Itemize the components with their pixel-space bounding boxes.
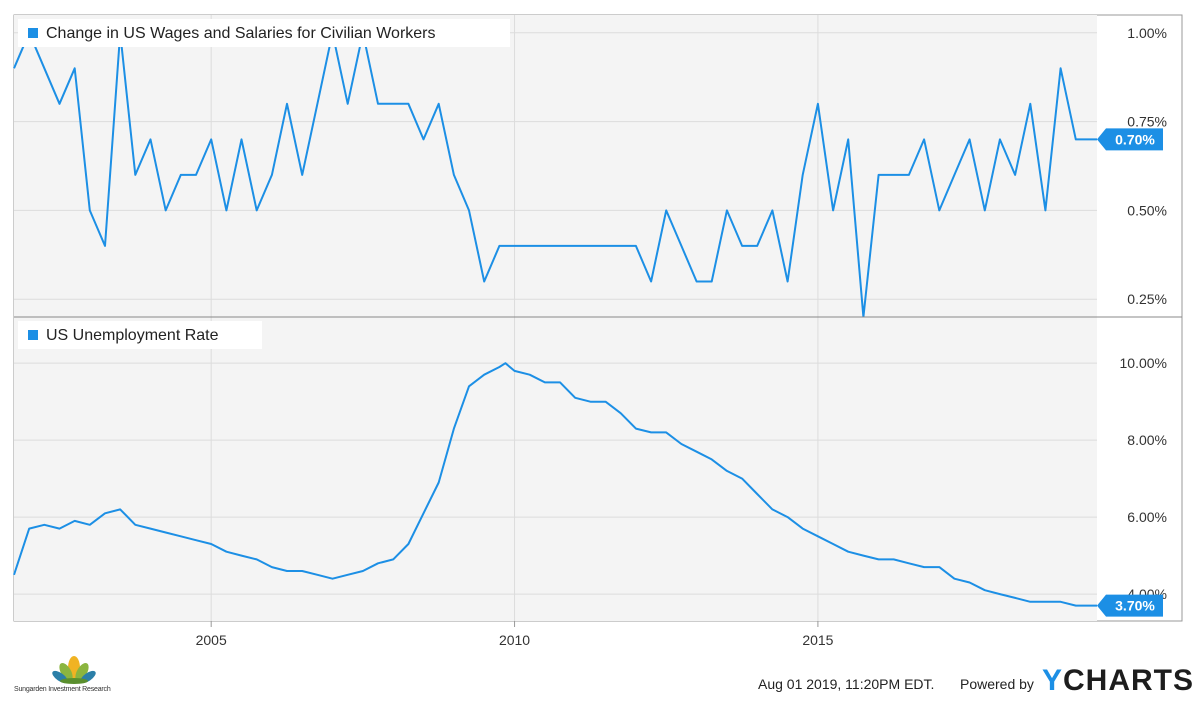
y-tick-label: 8.00% bbox=[1127, 432, 1167, 448]
logo-text: Sungarden Investment Research bbox=[14, 686, 111, 693]
badge-shape bbox=[1097, 128, 1163, 151]
y-tick-label: 10.00% bbox=[1120, 355, 1167, 371]
legend-label: Change in US Wages and Salaries for Civi… bbox=[46, 25, 436, 42]
ycharts-rest: CHARTS bbox=[1063, 664, 1195, 697]
badge-label: 0.70% bbox=[1115, 131, 1155, 147]
legend-label: US Unemployment Rate bbox=[46, 327, 219, 344]
badge-label: 3.70% bbox=[1115, 598, 1155, 614]
badge-shape bbox=[1097, 594, 1163, 617]
last-value-badge: 3.70% bbox=[1097, 594, 1163, 617]
series-line bbox=[13, 31, 1097, 318]
legend: Change in US Wages and Salaries for Civi… bbox=[18, 19, 510, 47]
ycharts-logo[interactable]: YCHARTS bbox=[1042, 664, 1194, 698]
lotus-icon bbox=[52, 656, 96, 684]
legend-box bbox=[18, 19, 510, 47]
y-tick-label: 0.50% bbox=[1127, 202, 1167, 218]
x-tick-label: 2005 bbox=[196, 632, 227, 648]
y-tick-label: 6.00% bbox=[1127, 509, 1167, 525]
wages-panel: 0.25% 0.50% 0.75% 1.00% Change in US Wages a… bbox=[13, 15, 1167, 318]
x-tick-label: 2010 bbox=[499, 632, 530, 648]
legend-swatch bbox=[28, 330, 38, 340]
sungarden-logo bbox=[12, 650, 142, 700]
x-tick-label: 2015 bbox=[802, 632, 833, 648]
last-value-badge: 0.70% bbox=[1097, 128, 1163, 151]
legend: US Unemployment Rate bbox=[18, 321, 262, 349]
y-tick-label: 0.25% bbox=[1127, 291, 1167, 307]
timestamp: Aug 01 2019, 11:20PM EDT. bbox=[758, 676, 935, 692]
legend-swatch bbox=[28, 28, 38, 38]
plot-background bbox=[14, 15, 1097, 317]
legend-box bbox=[18, 321, 262, 349]
unemployment-panel: 4.00%6.00%8.00%10.00%US Unemployment Rat… bbox=[13, 317, 1167, 621]
y-tick-label: 0.75% bbox=[1127, 114, 1167, 130]
ycharts-y: Y bbox=[1042, 664, 1064, 697]
y-tick-label: 1.00% bbox=[1127, 25, 1167, 41]
powered-by-label: Powered by bbox=[960, 676, 1034, 692]
series-line bbox=[13, 362, 1097, 607]
plot-background bbox=[14, 317, 1097, 621]
